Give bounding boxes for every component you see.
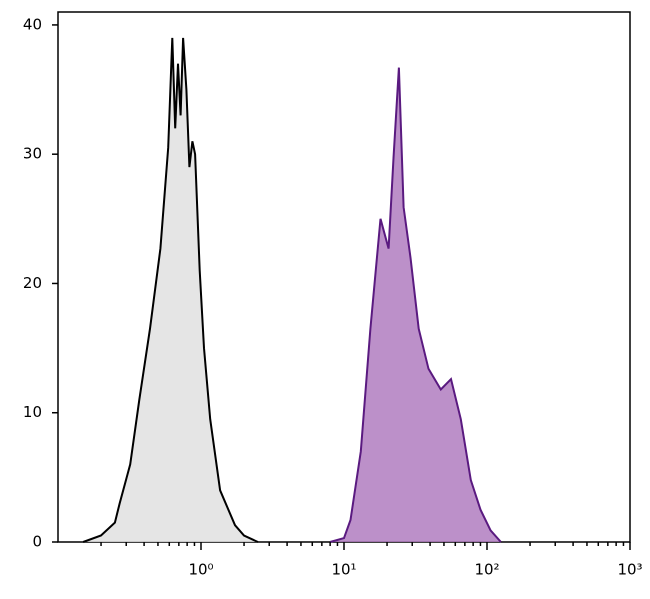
y-tick-label: 0 xyxy=(32,533,42,551)
x-tick-label: 10¹ xyxy=(331,561,356,579)
y-tick-label: 10 xyxy=(23,403,42,421)
y-tick-label: 30 xyxy=(23,145,42,163)
x-tick-label: 10² xyxy=(474,561,499,579)
histogram-area xyxy=(329,67,502,543)
histogram-area xyxy=(82,37,259,543)
y-tick-label: 40 xyxy=(23,15,42,33)
y-tick-label: 20 xyxy=(23,274,42,292)
x-tick-label: 10⁰ xyxy=(188,561,213,579)
x-tick-label: 10³ xyxy=(617,561,642,579)
